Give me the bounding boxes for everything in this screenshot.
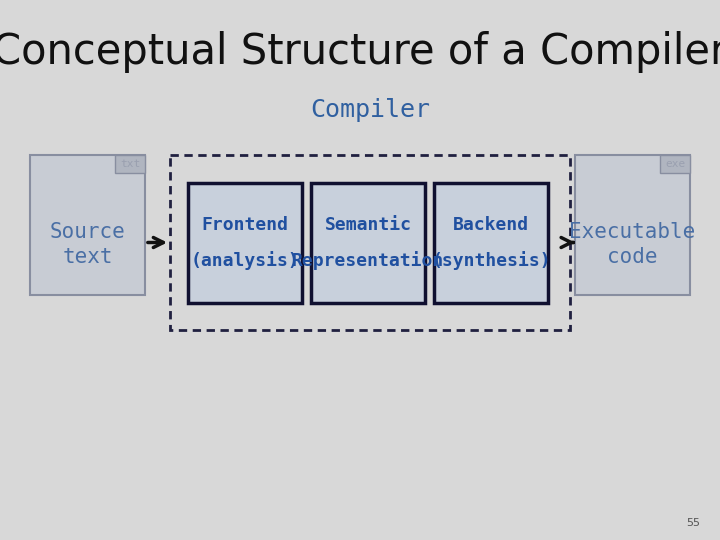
Text: Executable: Executable <box>570 222 696 242</box>
Text: code: code <box>607 247 658 267</box>
Text: Backend: Backend <box>453 216 529 234</box>
Text: Conceptual Structure of a Compiler: Conceptual Structure of a Compiler <box>0 31 720 73</box>
Text: text: text <box>62 247 113 267</box>
Text: Representation: Representation <box>292 252 444 271</box>
Text: exe: exe <box>665 159 685 169</box>
Bar <box>188 183 302 303</box>
Bar <box>575 155 690 295</box>
Text: (analysis): (analysis) <box>191 252 300 271</box>
Text: Frontend: Frontend <box>202 216 289 234</box>
Text: 55: 55 <box>686 518 700 528</box>
Bar <box>311 183 425 303</box>
Text: Semantic: Semantic <box>325 216 412 234</box>
Bar <box>434 183 548 303</box>
Text: txt: txt <box>120 159 140 169</box>
Bar <box>30 155 145 295</box>
Text: (synthesis): (synthesis) <box>431 252 551 271</box>
Text: Source: Source <box>50 222 125 242</box>
Text: Compiler: Compiler <box>310 98 430 122</box>
Bar <box>660 155 690 173</box>
Bar <box>170 155 570 330</box>
Bar <box>115 155 145 173</box>
